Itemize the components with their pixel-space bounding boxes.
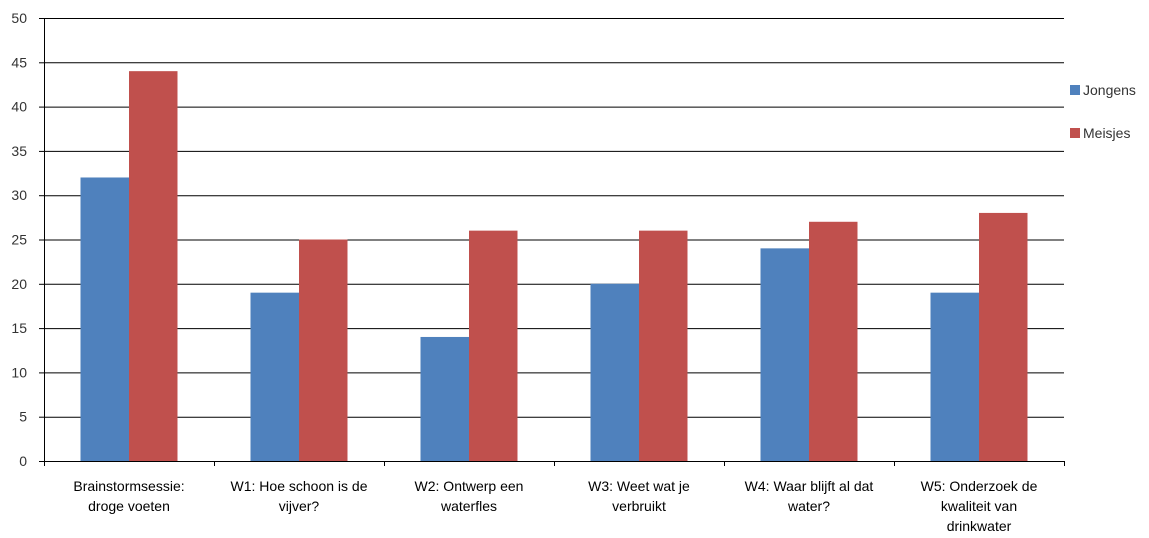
category-label-line: W5: Onderzoek de [921, 478, 1038, 494]
y-tick-label: 25 [11, 232, 27, 248]
bar-jongens [80, 177, 129, 462]
category-label-line: Brainstormsessie: [73, 478, 184, 494]
bar-jongens [420, 336, 469, 461]
category-label-line: waterfles [440, 498, 497, 514]
legend-swatch-meisjes [1070, 128, 1080, 138]
y-tick-label: 20 [11, 276, 27, 292]
bar-jongens [930, 292, 979, 461]
category-label: W5: Onderzoek de kwaliteit van drinkwater [921, 478, 1038, 534]
y-tick-label: 30 [11, 187, 27, 203]
category-label-line: vijver? [279, 498, 320, 514]
bar-meisjes [639, 230, 688, 461]
category-label-line: W1: Hoe schoon is de [231, 478, 368, 494]
category-label-line: water? [787, 498, 830, 514]
category-label-line: verbruikt [612, 498, 666, 514]
category-label: Brainstormsessie: droge voeten [73, 478, 184, 514]
y-tick-label: 45 [11, 54, 27, 70]
bar-jongens [250, 292, 299, 461]
y-tick-label: 35 [11, 143, 27, 159]
category-label-line: W2: Ontwerp een [415, 478, 524, 494]
legend-label-jongens: Jongens [1083, 82, 1136, 98]
legend-label-meisjes: Meisjes [1083, 125, 1130, 141]
category-label-line: drinkwater [947, 518, 1012, 534]
bar-meisjes [469, 230, 518, 461]
y-tick-label: 50 [11, 10, 27, 26]
bars [80, 71, 1028, 462]
y-tick-label: 0 [19, 453, 27, 469]
y-tick-label: 5 [19, 409, 27, 425]
category-label-line: kwaliteit van [941, 498, 1017, 514]
category-label: W2: Ontwerp een waterfles [415, 478, 524, 514]
category-label: W3: Weet wat je verbruikt [588, 478, 690, 514]
category-label: W1: Hoe schoon is de vijver? [231, 478, 368, 514]
bar-meisjes [809, 221, 858, 461]
x-axis: Brainstormsessie: droge voeten W1: Hoe sch… [44, 461, 1065, 534]
bar-meisjes [979, 212, 1028, 461]
category-label: W4: Waar blijft al dat water? [745, 478, 874, 514]
y-tick-label: 10 [11, 364, 27, 380]
y-tick-label: 15 [11, 320, 27, 336]
bar-jongens [760, 248, 809, 461]
category-label-line: W3: Weet wat je [588, 478, 690, 494]
bar-jongens [590, 283, 639, 461]
bar-meisjes [129, 71, 178, 461]
y-axis: 0 5 10 15 20 25 30 35 40 45 50 [11, 10, 45, 469]
gridlines [44, 18, 1064, 462]
y-tick-label: 40 [11, 99, 27, 115]
legend: Jongens Meisjes [1070, 82, 1136, 141]
bar-meisjes [299, 239, 348, 461]
legend-swatch-jongens [1070, 85, 1080, 95]
category-label-line: W4: Waar blijft al dat [745, 478, 874, 494]
category-label-line: droge voeten [88, 498, 170, 514]
